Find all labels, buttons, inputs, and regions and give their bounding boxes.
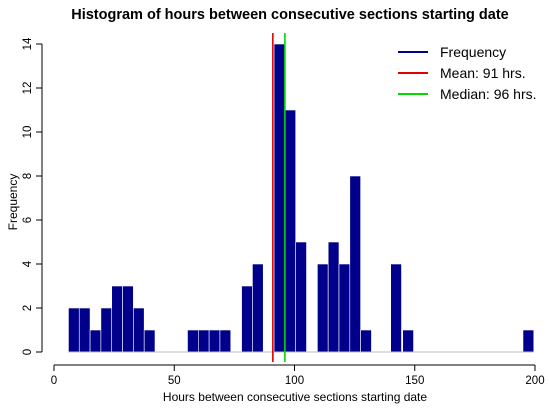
histogram-bar <box>143 329 156 353</box>
histogram-bar <box>111 285 123 353</box>
y-tick-label: 10 <box>22 126 34 139</box>
histogram-bar <box>273 43 286 353</box>
y-tick-label: 14 <box>22 37 34 50</box>
histogram-bar <box>198 329 210 353</box>
y-tick-label: 12 <box>22 82 34 95</box>
histogram-bar <box>360 329 372 353</box>
histogram-bar <box>89 329 102 353</box>
y-axis: 0 2 4 6 8 10 12 14 <box>22 37 43 355</box>
histogram-bar <box>349 175 361 353</box>
histogram-bar <box>402 329 414 353</box>
y-tick-label: 0 <box>22 349 34 355</box>
histogram-bar <box>522 329 535 353</box>
legend-frequency-label: Frequency <box>440 44 506 60</box>
histogram-bar <box>187 329 199 353</box>
reference-lines <box>272 33 286 362</box>
x-tick-label: 200 <box>525 375 544 387</box>
histogram-bar <box>295 241 307 353</box>
y-tick-label: 4 <box>22 260 34 267</box>
x-tick-label: 150 <box>405 375 424 387</box>
bar-series <box>68 43 535 353</box>
histogram-bar <box>390 263 402 353</box>
y-tick-label: 2 <box>22 305 34 311</box>
x-tick-label: 0 <box>51 375 57 387</box>
histogram-bar <box>122 285 134 353</box>
y-tick-label: 8 <box>22 173 34 179</box>
chart-title: Histogram of hours between consecutive s… <box>71 7 509 23</box>
x-tick-label: 50 <box>168 375 181 387</box>
y-axis-label: Frequency <box>6 174 20 231</box>
legend-mean-label: Mean: 91 hrs. <box>440 65 526 81</box>
histogram-bar <box>68 307 80 353</box>
legend: Frequency Mean: 91 hrs. Median: 96 hrs. <box>398 44 537 102</box>
x-axis: 0 50 100 150 200 <box>51 364 545 387</box>
x-tick-label: 100 <box>285 375 304 387</box>
x-axis-label: Hours between consecutive sections start… <box>163 390 427 404</box>
histogram-bar <box>133 307 145 353</box>
histogram-bar <box>327 241 340 353</box>
histogram-bar <box>100 307 113 353</box>
legend-median-label: Median: 96 hrs. <box>440 86 537 102</box>
histogram-bar <box>241 285 253 353</box>
histogram-bar <box>208 329 221 353</box>
histogram-bar <box>317 263 329 353</box>
histogram-bar <box>78 307 91 353</box>
histogram-bar <box>252 263 264 353</box>
histogram-bar <box>284 109 297 353</box>
histogram-bar <box>219 329 232 353</box>
y-tick-label: 6 <box>22 217 34 223</box>
histogram-bar <box>338 263 351 353</box>
